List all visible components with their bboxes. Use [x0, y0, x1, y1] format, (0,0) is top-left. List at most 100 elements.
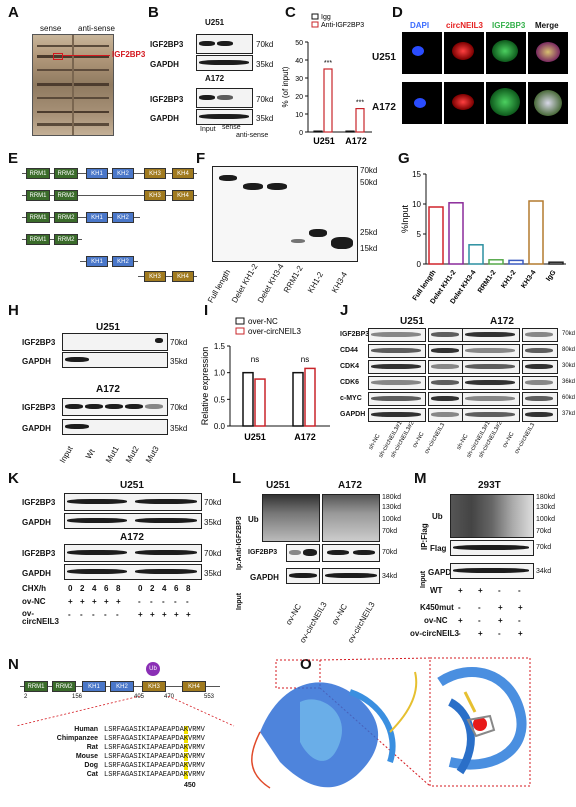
y-tick-label: 0 [417, 260, 422, 269]
blot-f-kd1: 70kd [360, 166, 378, 175]
legend-label-anti: Anti-IGF2BP3 [321, 22, 364, 29]
domain-kh3: KH3 [144, 190, 166, 201]
blot-k-treatment-mark: - [186, 597, 189, 606]
panel-label-j: J [340, 302, 349, 319]
bar-0-0 [242, 371, 254, 427]
blot-j-strip [368, 344, 426, 358]
bar-1-0 [254, 378, 266, 427]
y-tick-label: 30 [295, 76, 303, 83]
y-tick-label: 20 [295, 94, 303, 101]
blot-k-treatment-mark: + [138, 610, 143, 619]
blot-l-kd6: 34kd [382, 573, 398, 580]
blot-j-strip [462, 344, 520, 358]
blot-k-cell2: A172 [120, 532, 144, 543]
domain-rrm1: RRM1 [26, 212, 50, 223]
blot-h-lane3: Mut1 [104, 444, 121, 465]
blot-h-lane5: Mut3 [144, 444, 161, 465]
blot-b-row4: GAPDH [150, 114, 179, 123]
blot-j-strip [368, 392, 426, 406]
blot-m-cond-k450: K450mut [420, 603, 454, 612]
blot-k-treatment-mark: 4 [162, 584, 167, 593]
if-u251-merge [528, 32, 568, 74]
pos-553: 553 [204, 694, 215, 700]
blot-j-strip [428, 360, 464, 374]
blot-m-treatment-mark: - [478, 616, 481, 625]
panel-label-l: L [232, 470, 242, 487]
blot-m-ip: IP:Flag [420, 523, 429, 550]
sig-marker: *** [356, 100, 364, 107]
blot-l-ub-a172 [322, 494, 380, 542]
blot-j-cell1: U251 [400, 316, 424, 327]
blot-b-kd3: 70kd [256, 95, 274, 104]
blot-b-row1: IGF2BP3 [150, 40, 184, 49]
domain-kh2: KH2 [112, 212, 134, 223]
blot-l-cell2: A172 [338, 480, 362, 491]
domain-rrm1: RRM1 [26, 168, 50, 179]
blot-k-treatment-mark: + [80, 597, 85, 606]
sequence-suffix: VRMV [188, 762, 205, 770]
blot-m-treatment-mark: + [518, 629, 523, 638]
blot-k-ovcirc: ov-circNEIL3 [22, 609, 59, 626]
panel-label-k: K [8, 470, 19, 487]
species-label: Dog [84, 762, 98, 769]
bar-igg-a172 [345, 130, 355, 133]
blot-m-treatment-grid: + + - - - - + + + - + - - + - + [452, 586, 532, 638]
blot-k-kd4: 35kd [204, 569, 222, 578]
blot-b-cell1: U251 [205, 18, 225, 27]
blot-j-strip [522, 408, 558, 422]
blot-l-ub-u251 [262, 494, 320, 542]
sig-marker: *** [324, 60, 332, 67]
y-axis-label: Relative expression [200, 347, 210, 426]
blot-l-kd1: 180kd [382, 494, 402, 501]
panel-label-o: O [300, 656, 312, 673]
pos-156: 156 [72, 694, 83, 700]
blot-l-row-igf2bp3: IGF2BP3 [248, 549, 278, 556]
legend-swatch-igg [311, 13, 319, 20]
sequence-prefix: LSRFAGASIKIAPAEAPDA [104, 735, 184, 743]
blot-j-lane1: sh-NC [368, 433, 382, 451]
blot-f-lane2: Delet KH1-2 [230, 262, 260, 305]
blot-k-a172-gapdh [64, 564, 202, 580]
blot-l-ip: Ip:Anti-IGF2BP3 [236, 516, 243, 570]
blot-f-kd4: 15kd [360, 244, 378, 253]
domain-rrm1: RRM1 [24, 681, 48, 692]
x-tick-label: KH3-4 [520, 269, 537, 290]
blot-m-row-flag: Flag [430, 544, 447, 553]
blot-j-kd: 37kd [562, 411, 576, 417]
blot-k-u251-igf2bp3 [64, 493, 202, 511]
blot-k-cell1: U251 [120, 480, 144, 491]
sequence-row: LSRFAGASIKIAPAEAPDAKVRMV [104, 762, 205, 770]
blot-k-a172-igf2bp3 [64, 544, 202, 562]
domain-kh4: KH4 [172, 168, 194, 179]
blot-h-kd1: 70kd [170, 338, 188, 347]
x-tick-label: RRM1-2 [477, 269, 498, 294]
blot-k-treatment-mark: 6 [174, 584, 179, 593]
domain-kh1: KH1 [86, 212, 108, 223]
domain-rrm2: RRM2 [54, 234, 78, 245]
blot-m-treatment-mark: - [498, 586, 501, 595]
site-450-label: 450 [184, 782, 196, 789]
blot-j-row-label: CDK4 [340, 363, 360, 370]
blot-b-kd4: 35kd [256, 114, 274, 123]
blot-j-strip [428, 392, 464, 406]
domain-kh2: KH2 [110, 681, 134, 692]
x-tick-label: A172 [294, 432, 316, 442]
blot-m-treatment-mark: + [458, 586, 463, 595]
blot-l-kd3: 100kd [382, 516, 402, 523]
x-tick-label: KH1-2 [500, 269, 517, 290]
blot-j-kd: 80kd [562, 347, 576, 353]
blot-k-chx: CHX/h [22, 584, 46, 593]
bar-2 [468, 244, 484, 265]
domain-kh3: KH3 [144, 271, 166, 282]
blot-h-lane2: Wt [84, 447, 97, 461]
blot-h-u251-igf2bp3 [62, 333, 168, 351]
lysine-450-highlight: K [183, 762, 189, 770]
blot-k-treatment-mark: - [104, 610, 107, 619]
blot-l-kd5: 70kd [382, 549, 398, 556]
blot-j-kd: 36kd [562, 379, 576, 385]
blot-l-kd2: 130kd [382, 504, 402, 511]
y-tick-label: 40 [295, 58, 303, 65]
y-tick-label: 5 [417, 230, 422, 239]
blot-j-strip [522, 360, 558, 374]
